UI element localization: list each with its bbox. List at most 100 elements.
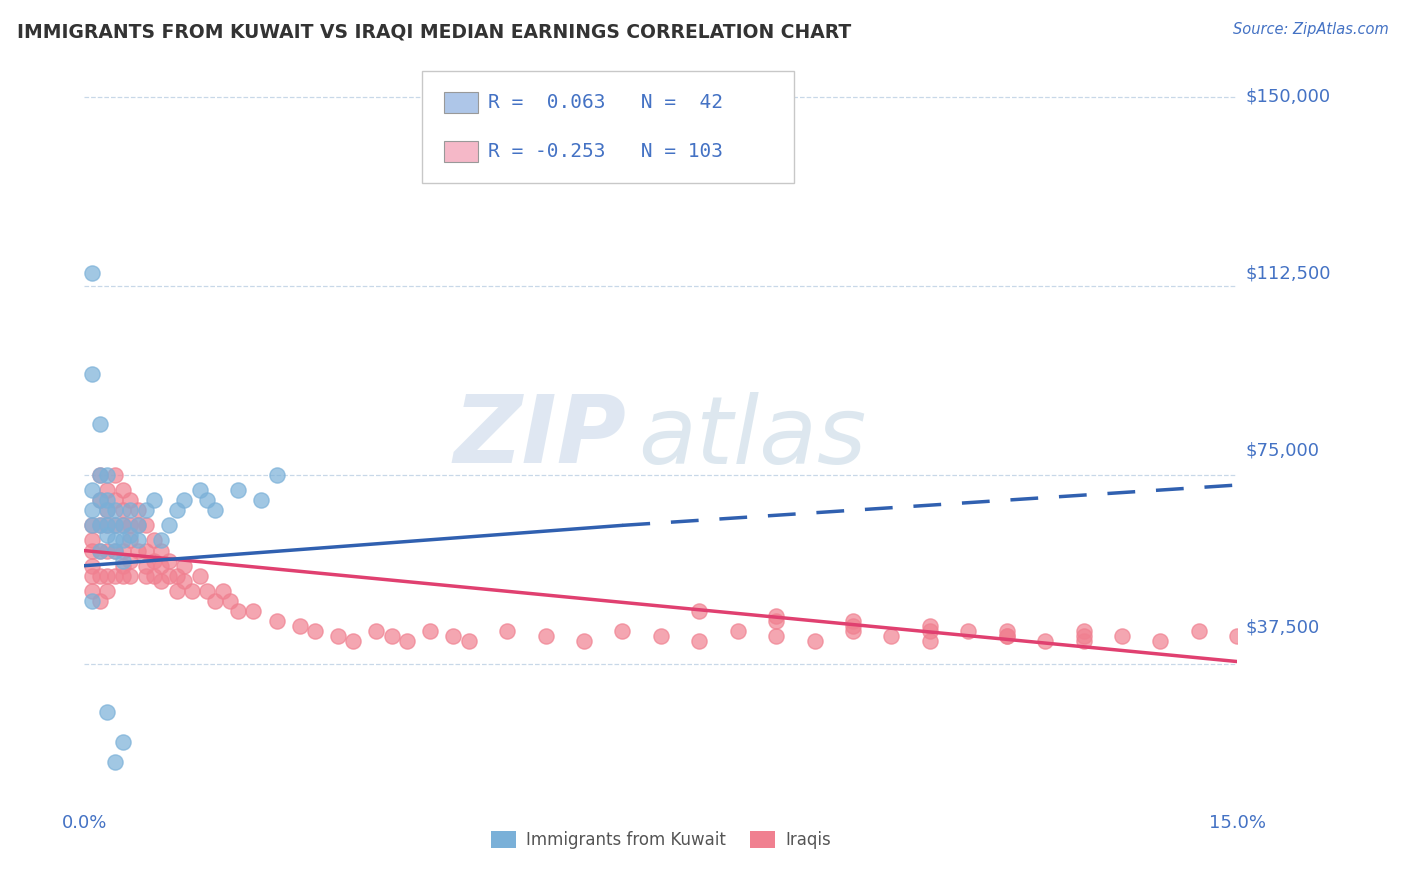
Point xyxy=(120,533,142,548)
Point xyxy=(173,493,195,508)
Point xyxy=(173,558,195,573)
Point xyxy=(995,629,1018,643)
Point xyxy=(96,483,118,497)
Point xyxy=(80,518,103,533)
Point xyxy=(195,493,218,508)
Point xyxy=(120,528,142,542)
Text: ZIP: ZIP xyxy=(453,391,626,483)
Point xyxy=(150,533,173,548)
Point xyxy=(150,543,173,558)
Point xyxy=(226,604,249,618)
Point xyxy=(142,569,165,583)
Point xyxy=(765,614,787,628)
Point xyxy=(111,558,134,573)
Point xyxy=(1149,634,1171,648)
Point xyxy=(457,634,479,648)
Point xyxy=(1188,624,1211,639)
Point xyxy=(204,503,226,517)
Point xyxy=(111,518,134,533)
Point xyxy=(120,493,142,508)
Point xyxy=(135,558,157,573)
Point xyxy=(89,467,111,482)
Point xyxy=(880,629,903,643)
Point xyxy=(181,583,204,598)
Point xyxy=(1226,629,1249,643)
Point xyxy=(135,503,157,517)
Point xyxy=(688,604,710,618)
Point xyxy=(120,554,142,568)
Point xyxy=(104,543,127,558)
Point xyxy=(80,569,103,583)
Point xyxy=(1033,634,1056,648)
Point xyxy=(104,756,127,770)
Point xyxy=(396,634,419,648)
Point xyxy=(842,614,865,628)
Point xyxy=(765,609,787,624)
Point xyxy=(80,583,103,598)
Point xyxy=(96,569,118,583)
Point xyxy=(366,624,388,639)
Point xyxy=(111,503,134,517)
Point xyxy=(89,594,111,608)
Point xyxy=(104,503,127,517)
Point xyxy=(135,518,157,533)
Point xyxy=(226,483,249,497)
Point xyxy=(195,583,218,598)
Point xyxy=(96,528,118,542)
Point xyxy=(135,543,157,558)
Point xyxy=(127,533,149,548)
Point xyxy=(104,569,127,583)
Point xyxy=(173,574,195,588)
Point xyxy=(1073,629,1095,643)
Point xyxy=(534,629,557,643)
Point xyxy=(219,594,242,608)
Point xyxy=(111,569,134,583)
Point xyxy=(166,569,188,583)
Point xyxy=(104,493,127,508)
Text: atlas: atlas xyxy=(638,392,866,483)
Point xyxy=(842,624,865,639)
Point xyxy=(96,467,118,482)
Point xyxy=(111,533,134,548)
Point xyxy=(211,583,233,598)
Point xyxy=(441,629,464,643)
Point xyxy=(688,634,710,648)
Point xyxy=(80,367,103,381)
Point xyxy=(995,624,1018,639)
Point xyxy=(496,624,519,639)
Point xyxy=(120,503,142,517)
Point xyxy=(96,518,118,533)
Point xyxy=(157,518,180,533)
Point xyxy=(727,624,749,639)
Point xyxy=(166,583,188,598)
Legend: Immigrants from Kuwait, Iraqis: Immigrants from Kuwait, Iraqis xyxy=(491,831,831,849)
Point xyxy=(89,493,111,508)
Point xyxy=(104,467,127,482)
Point xyxy=(96,503,118,517)
Point xyxy=(89,543,111,558)
Point xyxy=(157,554,180,568)
Point xyxy=(80,543,103,558)
Point xyxy=(572,634,595,648)
Point xyxy=(288,619,311,633)
Point xyxy=(803,634,825,648)
Point xyxy=(89,518,111,533)
Point xyxy=(89,569,111,583)
Point xyxy=(142,493,165,508)
Point xyxy=(127,518,149,533)
Point xyxy=(89,467,111,482)
Point xyxy=(120,518,142,533)
Point xyxy=(111,543,134,558)
Point xyxy=(419,624,441,639)
Point xyxy=(381,629,404,643)
Point xyxy=(1073,624,1095,639)
Point xyxy=(89,493,111,508)
Point xyxy=(104,518,127,533)
Point xyxy=(127,543,149,558)
Point xyxy=(104,533,127,548)
Point xyxy=(918,619,941,633)
Point xyxy=(266,614,288,628)
Point xyxy=(1073,634,1095,648)
Point xyxy=(96,705,118,719)
Point xyxy=(204,594,226,608)
